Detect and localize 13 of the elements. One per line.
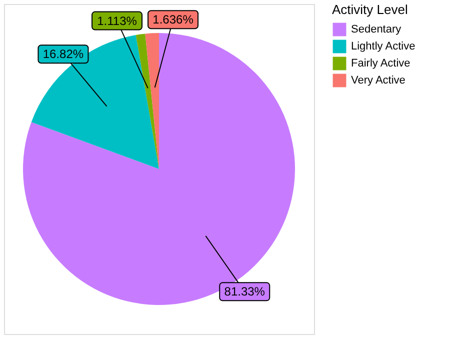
data-label: 16.82%	[42, 47, 84, 62]
pie-slice	[31, 34, 159, 169]
data-label: 1.113%	[97, 14, 138, 28]
legend-label: Sedentary	[351, 24, 402, 36]
data-label: 81.33%	[224, 284, 266, 299]
pie-slice	[23, 33, 295, 305]
legend-label: Very Active	[351, 74, 406, 86]
pie-slice	[136, 34, 159, 169]
data-label: 1.636%	[152, 12, 194, 27]
legend-title: Activity Level	[332, 2, 408, 17]
legend-label: Lightly Active	[351, 40, 416, 52]
pie-slice	[145, 33, 159, 169]
legend-label: Fairly Active	[351, 58, 410, 70]
